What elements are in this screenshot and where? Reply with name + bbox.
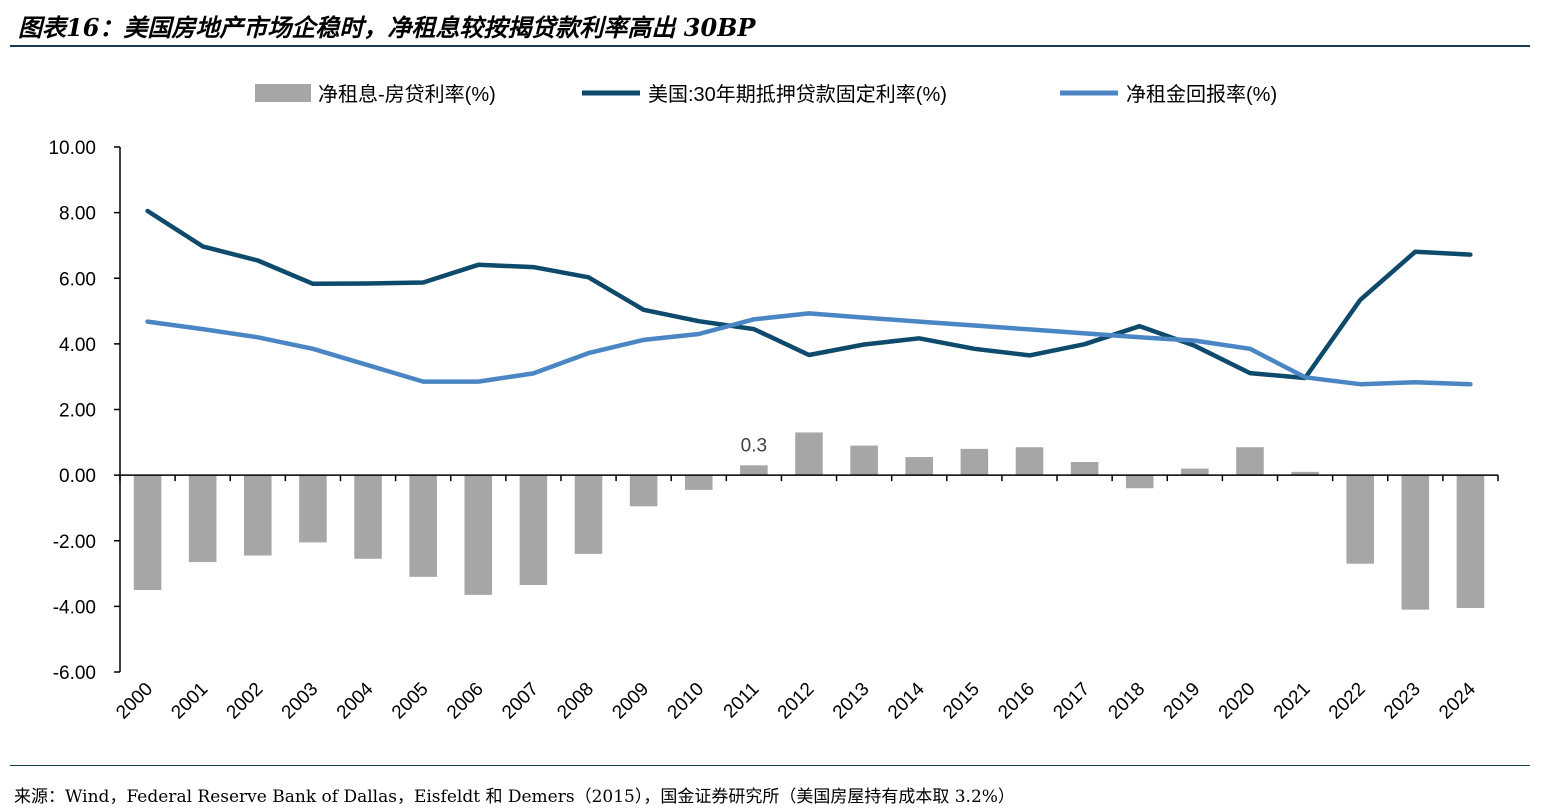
bar [795,432,823,476]
bar [1125,475,1154,489]
chart: 净租息-房贷利率(%) 美国:30年期抵押贷款固定利率(%) 净租金回报率(%)… [48,83,1499,724]
bar [354,475,382,559]
bar [1070,462,1099,476]
x-tick-label: 2005 [388,679,433,724]
bar [299,475,327,543]
bar [684,475,713,490]
y-tick-label: 8.00 [59,204,96,225]
x-tick-label: 2015 [939,679,984,724]
chart-title: 图表16：美国房地产市场企稳时，净租息较按揭贷款利率高出 30BP [18,13,756,42]
source-note: 来源：Wind，Federal Reserve Bank of Dallas，E… [14,787,1015,807]
bar [574,475,603,554]
x-tick-label: 2002 [223,679,268,724]
legend-label-rent: 净租金回报率(%) [1126,83,1277,106]
x-tick-label: 2010 [664,679,709,724]
x-tick-label: 2018 [1105,679,1150,724]
x-tick-label: 2011 [720,679,764,723]
y-tick-label: 2.00 [59,401,96,422]
legend-label-mortgage: 美国:30年期抵押贷款固定利率(%) [648,83,947,106]
mortgage-rate-line [145,208,1473,381]
bar [1181,468,1209,476]
x-tick-label: 2006 [443,679,488,724]
x-tick-label: 2023 [1380,679,1425,724]
x-tick-label: 2021 [1270,679,1315,724]
bar [133,475,162,590]
x-tick-label: 2007 [498,679,543,724]
x-tick-label: 2009 [608,679,653,724]
bar [1346,475,1374,564]
x-tick-label: 2017 [1049,679,1094,724]
footer-divider [10,765,1530,766]
bar [244,475,272,556]
x-tick-label: 2019 [1160,679,1205,724]
x-tick-label: 2012 [774,679,819,724]
bar [1456,475,1485,609]
bar [740,465,768,476]
bar [1291,471,1319,476]
x-tick-label: 2008 [553,679,598,724]
x-tick-label: 2003 [278,679,323,724]
bar [1015,447,1044,476]
bar-series [133,432,1485,610]
y-tick-label: -4.00 [53,597,96,618]
title-divider [10,45,1530,47]
bar [519,475,548,586]
line-series [145,208,1473,387]
bar [1236,447,1264,476]
bar [629,475,658,507]
x-tick-label: 2014 [884,678,929,723]
y-tick-label: 10.00 [48,138,96,159]
y-tick-label: 4.00 [59,335,96,356]
bar [850,445,878,476]
bar [1401,475,1430,610]
y-tick-label: 0.00 [59,466,96,487]
bar [905,457,934,476]
legend: 净租息-房贷利率(%) 美国:30年期抵押贷款固定利率(%) 净租金回报率(%) [255,83,1277,106]
x-tick-label: 2020 [1215,679,1260,724]
bar [409,475,437,577]
data-label: 0.3 [741,435,767,456]
x-tick-label: 2013 [829,679,874,724]
x-tick-label: 2022 [1325,679,1370,724]
y-tick-label: 6.00 [59,269,96,290]
y-axis: -6.00 -4.00 -2.00 0.00 2.00 4.00 6.00 8.00 10.00 [48,138,121,684]
net-rent-yield-line [145,311,1473,387]
bar [960,448,989,476]
legend-swatch-bar [255,84,311,102]
x-tick-label: 2000 [112,679,157,724]
bar [188,475,217,563]
y-tick-label: -6.00 [53,663,96,684]
x-tick-label: 2016 [994,679,1039,724]
annotations: 0.3 [741,435,767,456]
bar [464,475,493,595]
x-tick-label: 2001 [167,679,212,724]
y-tick-label: -2.00 [53,532,96,553]
x-tick-label: 2024 [1435,678,1480,723]
legend-label-bar: 净租息-房贷利率(%) [318,83,496,106]
x-tick-label: 2004 [333,678,378,723]
